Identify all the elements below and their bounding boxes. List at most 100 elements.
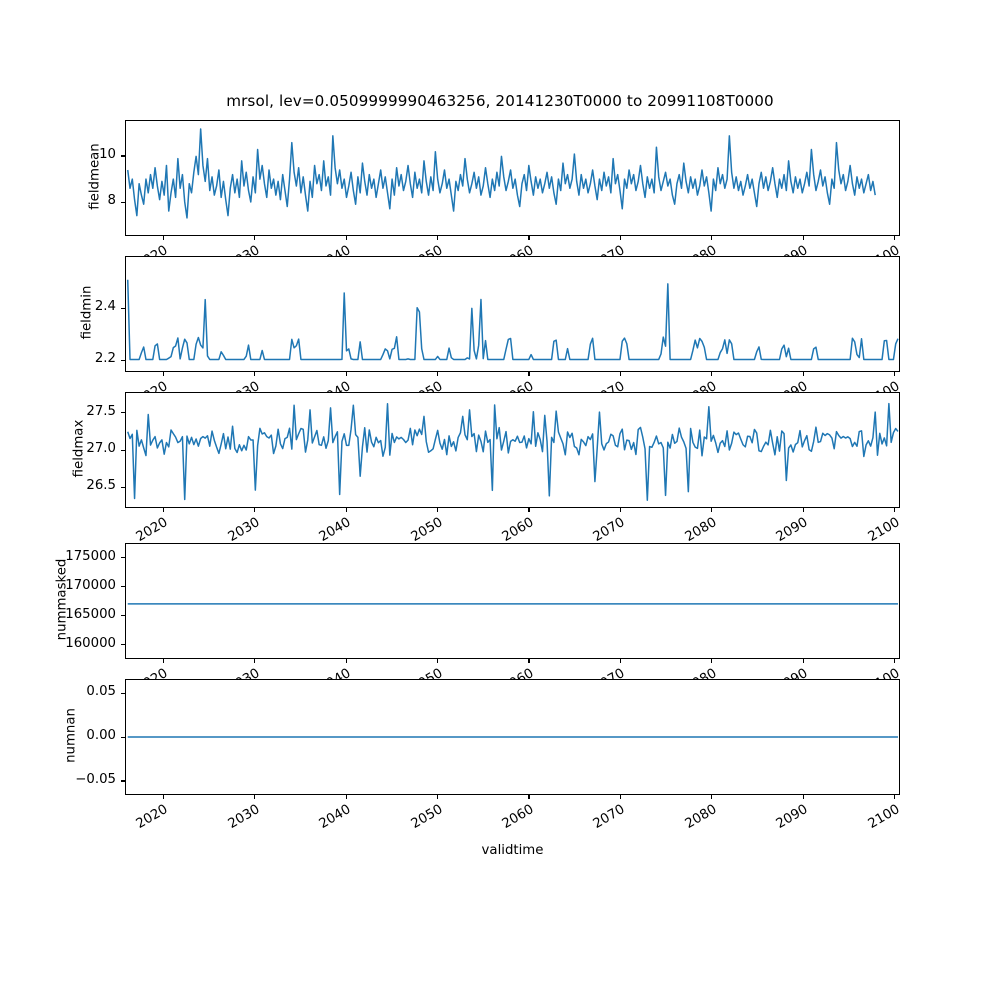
x-tick-mark	[254, 659, 256, 664]
x-tick-mark	[437, 659, 439, 664]
subplot-fieldmax	[125, 392, 900, 508]
x-tick-mark	[162, 795, 164, 800]
x-tick-label: 2100	[865, 802, 903, 832]
y-tick-mark	[120, 692, 125, 694]
y-tick-mark	[120, 486, 125, 488]
x-tick-label: 2100	[841, 379, 902, 392]
x-tick-mark	[802, 372, 804, 377]
x-tick-label: 2090	[749, 243, 811, 256]
x-tick-mark	[437, 372, 439, 377]
y-tick-label-nummasked: 170000	[65, 577, 116, 593]
y-tick-label-numnan: −0.05	[75, 771, 116, 787]
x-tick-label: 2040	[292, 666, 354, 679]
y-tick-mark	[120, 780, 125, 782]
y-tick-mark	[120, 644, 125, 646]
y-tick-label-fieldmin: 2.4	[94, 299, 116, 315]
y-tick-mark	[120, 586, 125, 588]
x-tick-label: 2070	[567, 243, 628, 256]
x-tick-label-band: 2020 2030 2040 2050 2060 2070 2080 2090 2100	[0, 377, 1000, 392]
x-tick-mark	[437, 795, 439, 800]
x-tick-label: 2060	[475, 666, 537, 679]
y-tick-label-nummasked: 160000	[65, 635, 116, 651]
x-tick-mark	[619, 795, 621, 800]
y-tick-label-fieldmax: 27.5	[86, 403, 116, 419]
y-tick-mark	[120, 155, 125, 157]
x-tick-mark	[345, 795, 347, 800]
y-axis-label-fieldmin: fieldmin	[79, 285, 95, 340]
x-tick-mark	[345, 372, 347, 377]
x-tick-label: 2070	[567, 379, 628, 392]
x-tick-mark	[254, 372, 256, 377]
x-tick-label: 2020	[110, 379, 171, 392]
x-tick-label: 2080	[658, 666, 719, 679]
x-tick-label: 2040	[292, 379, 354, 392]
x-tick-label: 2050	[408, 802, 446, 832]
x-tick-label: 2030	[201, 243, 262, 256]
y-tick-mark	[120, 615, 125, 617]
x-tick-label: 2080	[682, 515, 720, 543]
y-tick-mark	[120, 449, 125, 451]
x-tick-label: 2090	[749, 379, 811, 392]
x-tick-label: 2050	[408, 515, 446, 543]
y-tick-mark	[120, 412, 125, 414]
y-tick-label-fieldmin: 2.2	[94, 351, 116, 367]
axes-frame-fieldmean	[125, 120, 900, 236]
x-tick-label-band: 2020 2030 2040 2050 2060 2070 2080 2090 2100	[0, 664, 1000, 679]
y-tick-label-nummasked: 175000	[65, 548, 116, 564]
y-tick-label-numnan: 0.05	[86, 684, 116, 700]
axes-frame-fieldmax	[125, 392, 900, 508]
x-tick-mark	[711, 795, 713, 800]
x-tick-label: 2100	[841, 243, 902, 256]
x-tick-mark	[162, 508, 164, 513]
x-tick-label-band: 2020 2030 2040 2050 2060 2070 2080 2090 2100	[0, 241, 1000, 256]
x-tick-mark	[162, 659, 164, 664]
x-tick-label: 2020	[134, 802, 171, 832]
x-tick-mark	[802, 236, 804, 241]
axes-frame-fieldmin	[125, 256, 900, 372]
x-tick-mark	[528, 508, 530, 513]
x-tick-label: 2100	[841, 666, 902, 679]
subplot-fieldmean	[125, 120, 900, 236]
x-tick-mark	[254, 236, 256, 241]
x-tick-label: 2060	[475, 243, 537, 256]
x-tick-label: 2090	[773, 802, 811, 832]
x-tick-mark	[528, 795, 530, 800]
x-tick-mark	[711, 372, 713, 377]
x-tick-mark	[619, 236, 621, 241]
axes-frame-numnan	[125, 679, 900, 795]
plot-line-nummasked	[126, 544, 899, 658]
x-tick-mark	[437, 236, 439, 241]
x-tick-mark	[619, 659, 621, 664]
axes-frame-nummasked	[125, 543, 900, 659]
x-tick-mark	[802, 508, 804, 513]
x-tick-label: 2020	[110, 666, 171, 679]
y-tick-mark	[120, 201, 125, 203]
x-tick-mark	[345, 508, 347, 513]
x-tick-mark	[345, 659, 347, 664]
x-tick-mark	[162, 372, 164, 377]
x-tick-label: 2060	[475, 379, 537, 392]
x-tick-mark	[711, 236, 713, 241]
subplot-fieldmin	[125, 256, 900, 372]
x-tick-mark	[162, 236, 164, 241]
x-tick-label: 2020	[134, 515, 171, 543]
x-tick-label: 2040	[316, 802, 354, 832]
x-tick-label-band: 2020 2030 2040 2050 2060 2070 2080 2090 2100	[0, 800, 1000, 860]
y-tick-label-nummasked: 165000	[65, 606, 116, 622]
y-axis-label-nummasked: nummasked	[54, 558, 70, 641]
x-tick-mark	[894, 236, 896, 241]
y-tick-mark	[120, 557, 125, 559]
x-tick-mark	[802, 795, 804, 800]
x-tick-mark	[254, 795, 256, 800]
subplot-numnan	[125, 679, 900, 795]
x-tick-label: 2060	[499, 802, 537, 832]
x-tick-label: 2080	[658, 243, 719, 256]
y-axis-label-fieldmax: fieldmax	[71, 419, 87, 478]
x-tick-label: 2080	[658, 379, 719, 392]
x-tick-label: 2090	[773, 515, 811, 543]
x-tick-label: 2030	[201, 379, 262, 392]
x-tick-label: 2070	[591, 515, 628, 543]
x-tick-mark	[711, 508, 713, 513]
plot-line-numnan	[126, 680, 899, 794]
x-tick-mark	[528, 236, 530, 241]
